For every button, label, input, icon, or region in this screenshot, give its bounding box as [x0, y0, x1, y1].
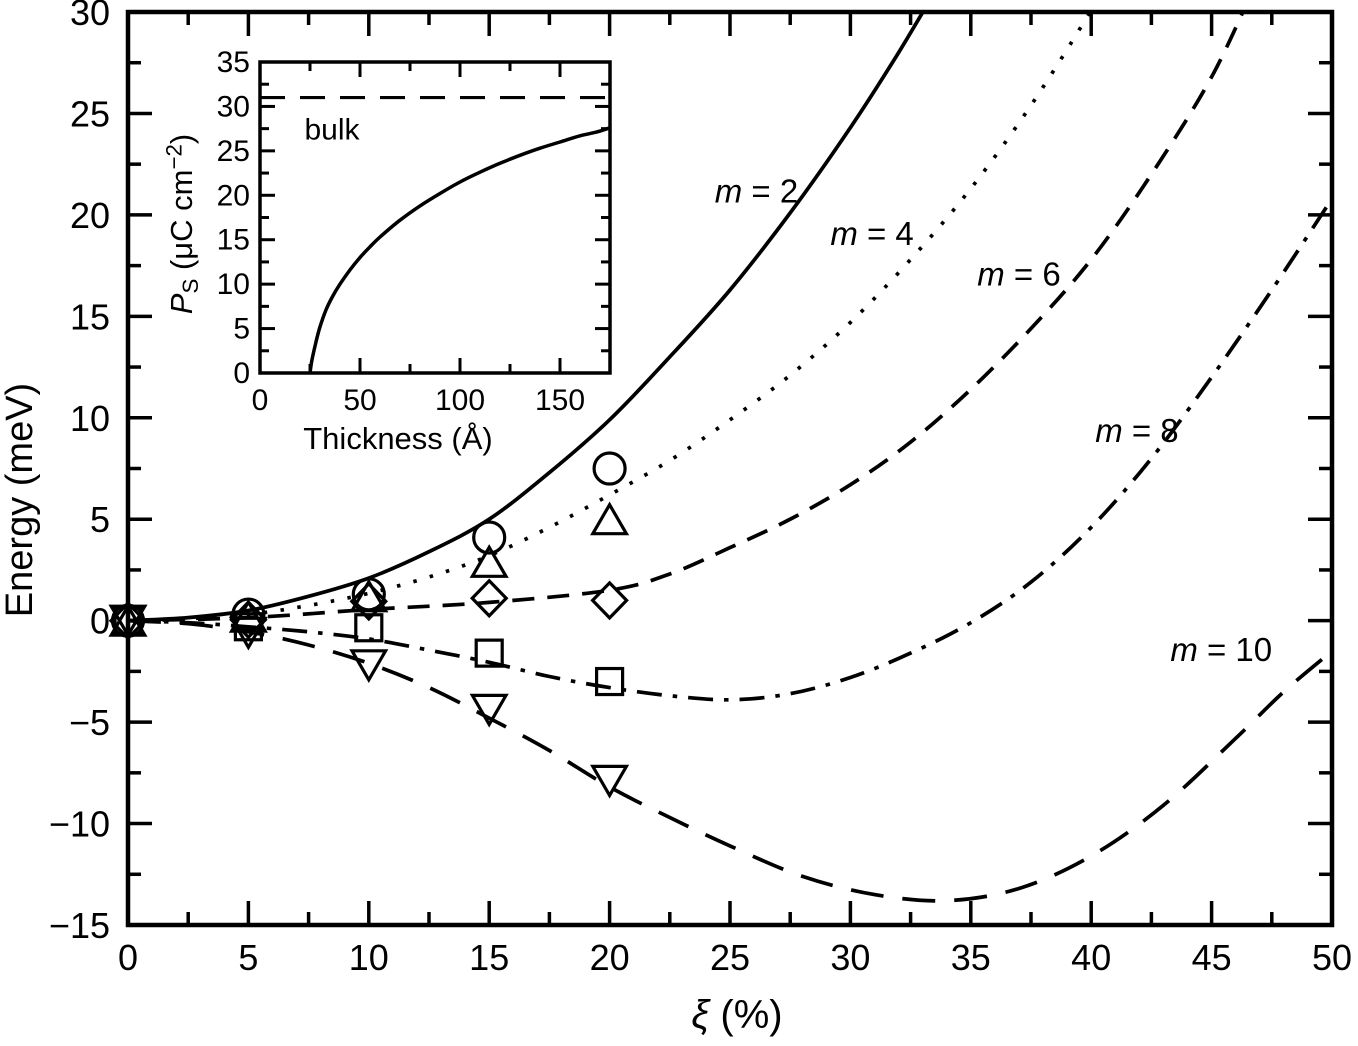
curve-label-m-8: m = 8: [1095, 412, 1178, 449]
main-x-tick-label-10: 10: [349, 937, 389, 978]
inset-x-tick-label-150: 150: [535, 384, 585, 417]
curve-label-m-6: m = 6: [977, 256, 1060, 293]
main-x-tick-label-15: 15: [469, 937, 509, 978]
inset-x-tick-label-50: 50: [343, 384, 376, 417]
marker-triangle-down: [349, 649, 389, 683]
inset-y-tick-label-20: 20: [217, 179, 250, 212]
main-x-tick-label-35: 35: [951, 937, 991, 978]
marker-circle: [592, 451, 627, 486]
inset-y-tick-label-25: 25: [217, 135, 250, 168]
main-y-tick-label-25: 25: [70, 93, 110, 134]
main-y-tick-label-−5: −5: [69, 702, 110, 743]
curve-label-m-2: m = 2: [715, 173, 798, 210]
main-y-tick-label-15: 15: [70, 296, 110, 337]
inset-plot-background: [260, 62, 610, 373]
inset-y-tick-label-5: 5: [233, 313, 250, 346]
main-x-tick-label-50: 50: [1312, 937, 1352, 978]
inset-x-tick-label-0: 0: [252, 384, 269, 417]
curve-m-8: [128, 197, 1332, 702]
marker-circle: [472, 520, 507, 555]
main-ticks: [126, 10, 1334, 927]
y-axis-title: Energy (meV): [0, 383, 41, 617]
main-y-tick-label-5: 5: [90, 499, 110, 540]
bulk-label: bulk: [304, 114, 360, 147]
inset-y-tick-label-10: 10: [217, 268, 250, 301]
marker-diamond: [469, 578, 509, 619]
marker-diamond: [349, 581, 389, 622]
inset-y-axis-title: PS (μC cm−2): [162, 134, 204, 314]
main-curves: [128, 12, 1332, 903]
marker-square: [354, 613, 384, 643]
marker-diamond: [590, 580, 629, 621]
marker-triangle-up: [590, 501, 630, 536]
marker-triangle-down: [590, 764, 630, 799]
marker-triangle-up: [349, 578, 389, 613]
main-x-tick-label-30: 30: [830, 937, 870, 978]
main-x-tick-label-25: 25: [710, 937, 750, 978]
curve-m-6: [128, 12, 1245, 623]
inset-y-tick-label-0: 0: [233, 357, 250, 390]
curve-m-2: [128, 12, 926, 623]
main-x-tick-label-5: 5: [238, 937, 258, 978]
marker-triangle-down: [108, 604, 148, 639]
x-axis-title: ξ (%): [691, 993, 782, 1037]
main-y-tick-label-−10: −10: [49, 804, 110, 845]
main-x-tick-label-40: 40: [1071, 937, 1111, 978]
curve-m-10: [128, 618, 1332, 903]
main-y-tick-label-30: 30: [70, 0, 110, 33]
main-x-tick-label-20: 20: [590, 937, 630, 978]
curve-label-m-10: m = 10: [1170, 631, 1272, 668]
main-y-tick-label-10: 10: [70, 398, 110, 439]
chart-inset: 0 50 100 150 0 5 10 15 20 25 30 35 Thickness (Å) PS (…: [162, 46, 612, 456]
markers-m-10: [108, 604, 630, 799]
inset-curves: [260, 95, 610, 373]
inset-ticks: [258, 60, 612, 375]
marker-triangle-up: [228, 598, 268, 633]
marker-triangle-up: [469, 544, 509, 578]
inset-x-tick-label-100: 100: [435, 384, 485, 417]
main-y-tick-label-20: 20: [70, 195, 110, 236]
marker-square: [594, 666, 625, 697]
inset-polarization-curve: [308, 126, 610, 373]
marker-square: [474, 638, 504, 668]
marker-triangle-down: [228, 616, 268, 651]
main-x-tick-label-0: 0: [118, 937, 138, 978]
inset-x-axis-title: Thickness (Å): [303, 421, 492, 456]
inset-y-tick-label-15: 15: [217, 224, 250, 257]
curve-label-m-4: m = 4: [830, 215, 913, 252]
main-y-tick-label-0: 0: [90, 601, 110, 642]
inset-y-tick-label-35: 35: [217, 46, 250, 79]
marker-triangle-down: [469, 693, 509, 728]
inset-tick-labels: 0 50 100 150 0 5 10 15 20 25 30 35: [217, 46, 585, 417]
main-y-tick-label-−15: −15: [49, 905, 110, 946]
inset-y-tick-label-30: 30: [217, 90, 250, 123]
main-x-tick-label-45: 45: [1192, 937, 1232, 978]
